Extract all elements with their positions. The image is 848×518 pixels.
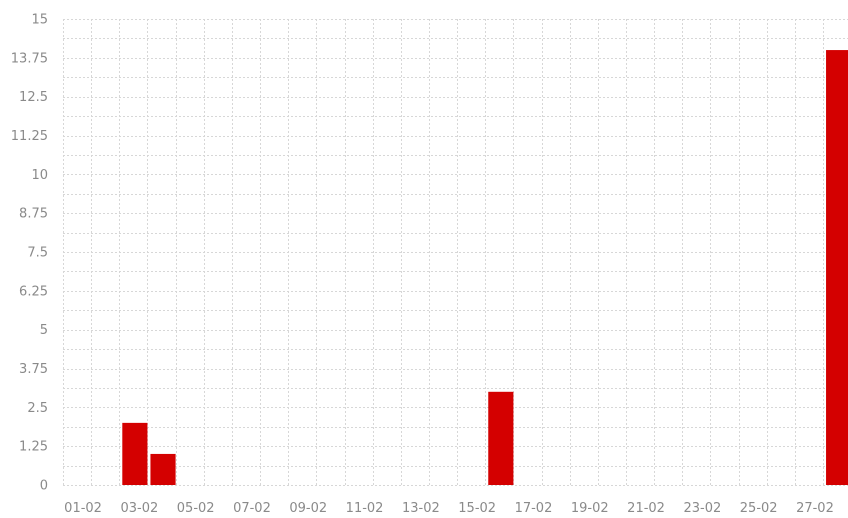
- y-tick-label: 1.25: [19, 440, 48, 455]
- x-axis-ticks: 01-02 03-02 05-02 07-02 09-02 11-02 13-02 15-02…: [64, 501, 834, 516]
- y-tick-label: 12.5: [19, 90, 48, 105]
- y-tick-label: 15: [31, 13, 48, 28]
- bars: [122, 50, 848, 486]
- x-tick-label: 03-02: [120, 501, 158, 516]
- y-tick-label: 6.25: [19, 284, 48, 299]
- x-tick-label: 07-02: [233, 501, 271, 516]
- x-tick-label: 11-02: [346, 501, 384, 516]
- bar-03-02[interactable]: [122, 422, 148, 485]
- x-tick-label: 05-02: [177, 501, 215, 516]
- y-axis-ticks: 0 1.25 2.5 3.75 5 6.25 7.5 8.75 10 11.25 12.5 13.75…: [11, 13, 48, 494]
- bar-04-02[interactable]: [150, 453, 176, 485]
- y-tick-label: 13.75: [11, 51, 48, 66]
- x-tick-label: 27-02: [796, 501, 834, 516]
- x-tick-label: 25-02: [740, 501, 778, 516]
- x-tick-label: 15-02: [458, 501, 496, 516]
- x-tick-label: 23-02: [683, 501, 721, 516]
- y-tick-label: 3.75: [19, 362, 48, 377]
- y-tick-label: 8.75: [19, 207, 48, 222]
- x-tick-label: 19-02: [571, 501, 609, 516]
- y-tick-label: 7.5: [27, 246, 48, 261]
- x-tick-label: 09-02: [289, 501, 327, 516]
- x-tick-label: 01-02: [64, 501, 102, 516]
- bar-16-02[interactable]: [488, 391, 514, 485]
- grid: [63, 19, 848, 486]
- x-tick-label: 13-02: [402, 501, 440, 516]
- y-tick-label: 5: [40, 323, 48, 338]
- y-tick-label: 0: [40, 479, 48, 494]
- y-tick-label: 11.25: [11, 129, 48, 144]
- x-tick-label: 17-02: [515, 501, 553, 516]
- y-tick-label: 2.5: [27, 401, 48, 416]
- x-tick-label: 21-02: [627, 501, 665, 516]
- y-tick-label: 10: [31, 168, 48, 183]
- bar-28-02[interactable]: [826, 50, 848, 486]
